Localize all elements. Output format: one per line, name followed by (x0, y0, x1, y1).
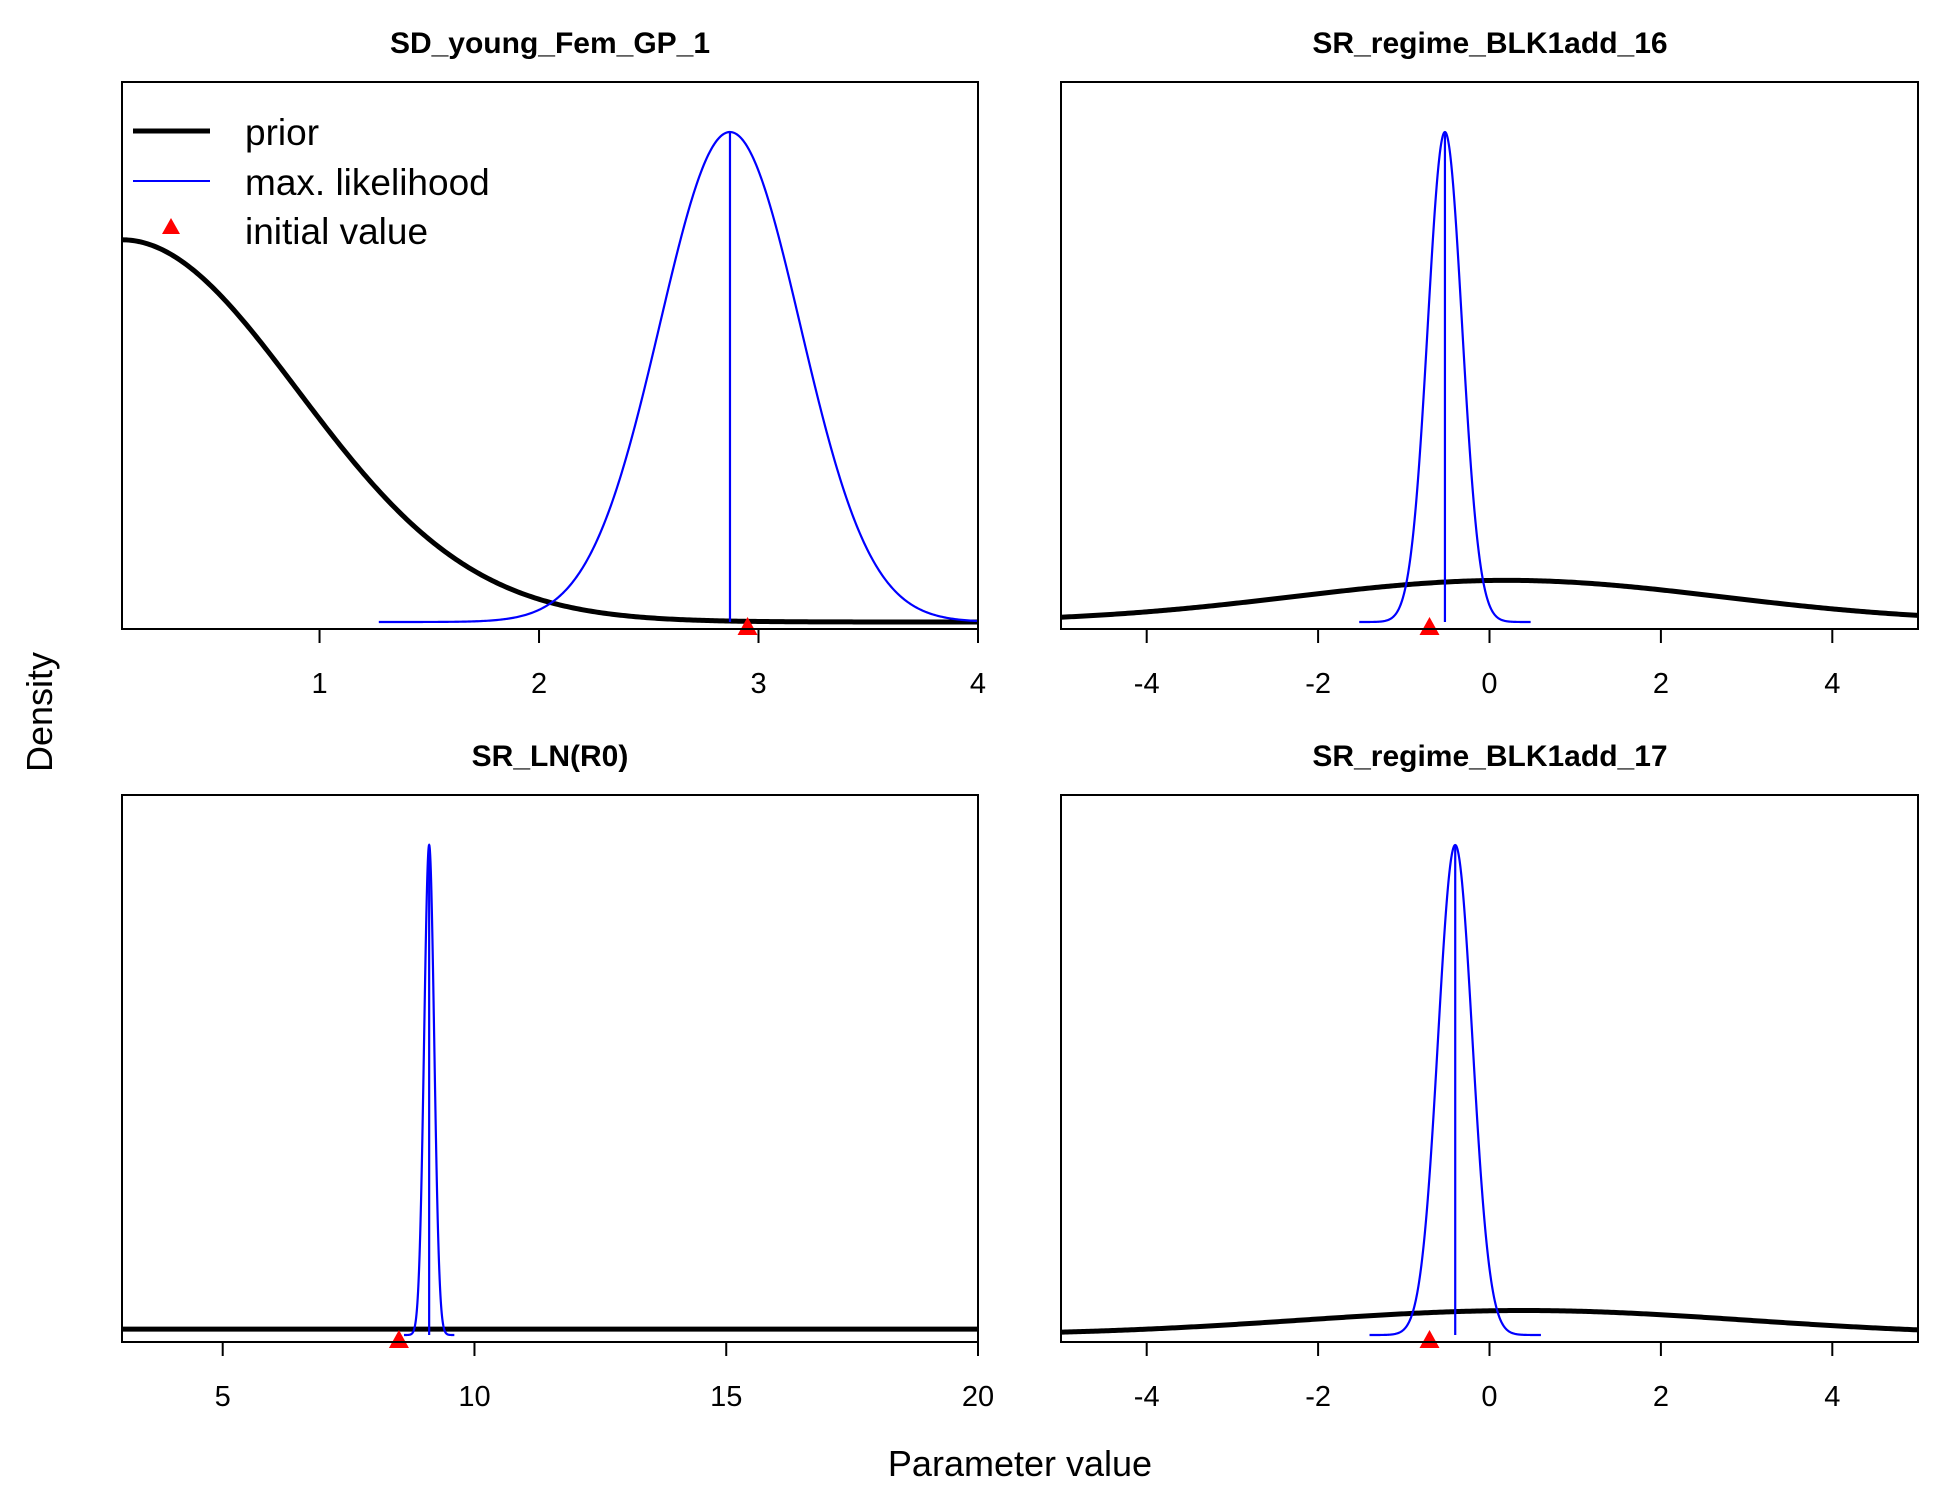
initial-value-triangle (1419, 1330, 1440, 1348)
legend-initial-label: initial value (245, 211, 428, 252)
x-tick-label: -2 (1305, 1381, 1331, 1413)
panel-title: SR_LN(R0) (472, 740, 629, 773)
panel-frame (121, 81, 979, 630)
x-tick-label: 15 (710, 1381, 742, 1413)
x-tick-label: 2 (531, 668, 547, 700)
initial-value-triangle (1419, 617, 1440, 635)
series-group (122, 130, 978, 625)
x-tick-label: 1 (311, 668, 327, 700)
mle-curve (378, 130, 978, 624)
panel-3: SR_LN(R0) 5 10 15 20 (121, 740, 994, 1413)
x-tick-label: -4 (1134, 1381, 1160, 1413)
x-tick-label: 0 (1481, 1381, 1497, 1413)
series-group (1061, 843, 1918, 1337)
panel-frame (1060, 81, 1919, 630)
x-tick-label: 10 (458, 1381, 490, 1413)
y-axis-title: Density (19, 652, 60, 772)
x-tick-label: 0 (1481, 668, 1497, 700)
initial-value-triangle (388, 1330, 409, 1348)
panel-title: SD_young_Fem_GP_1 (390, 27, 710, 60)
legend-mle-label: max. likelihood (245, 162, 490, 203)
x-tick-label: 4 (970, 668, 986, 700)
x-tick-label: -2 (1305, 668, 1331, 700)
legend-initial-triangle-icon (162, 218, 180, 234)
plot-area: 5 10 15 20 (121, 794, 994, 1413)
plot-area: -4 -2 0 2 4 (1060, 794, 1919, 1413)
legend-prior-label: prior (245, 112, 319, 153)
plot-area: 1 2 3 4 (121, 81, 986, 700)
initial-value-triangle (737, 617, 758, 635)
panel-4: SR_regime_BLK1add_17 -4 -2 0 2 4 (1060, 740, 1919, 1413)
x-tick-label: 4 (1824, 668, 1840, 700)
x-tick-label: 4 (1824, 1381, 1840, 1413)
x-tick-label: 3 (750, 668, 766, 700)
x-tick-label: -4 (1134, 668, 1160, 700)
prior-curve (1061, 577, 1918, 620)
series-group (1061, 130, 1918, 624)
prior-curve (122, 237, 978, 625)
x-tick-label: 2 (1653, 668, 1669, 700)
panel-title: SR_regime_BLK1add_16 (1312, 27, 1667, 60)
x-axis-title: Parameter value (888, 1443, 1152, 1484)
prior-curve (1061, 1308, 1918, 1335)
panel-title: SR_regime_BLK1add_17 (1312, 740, 1667, 773)
panel-frame (121, 794, 979, 1343)
x-tick-label: 5 (215, 1381, 231, 1413)
panel-2: SR_regime_BLK1add_16 -4 -2 0 2 4 (1060, 27, 1919, 700)
x-tick-label: 2 (1653, 1381, 1669, 1413)
x-tick-label: 20 (962, 1381, 994, 1413)
legend: prior max. likelihood initial value (133, 112, 490, 252)
series-group (122, 843, 978, 1337)
panel-1: SD_young_Fem_GP_1 1 2 3 4 prior max. likeli… (121, 27, 986, 700)
plot-area: -4 -2 0 2 4 (1060, 81, 1919, 700)
